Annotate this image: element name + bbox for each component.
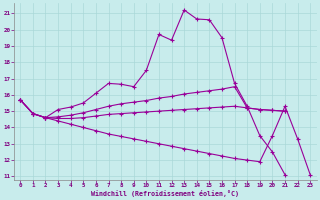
- X-axis label: Windchill (Refroidissement éolien,°C): Windchill (Refroidissement éolien,°C): [91, 190, 239, 197]
